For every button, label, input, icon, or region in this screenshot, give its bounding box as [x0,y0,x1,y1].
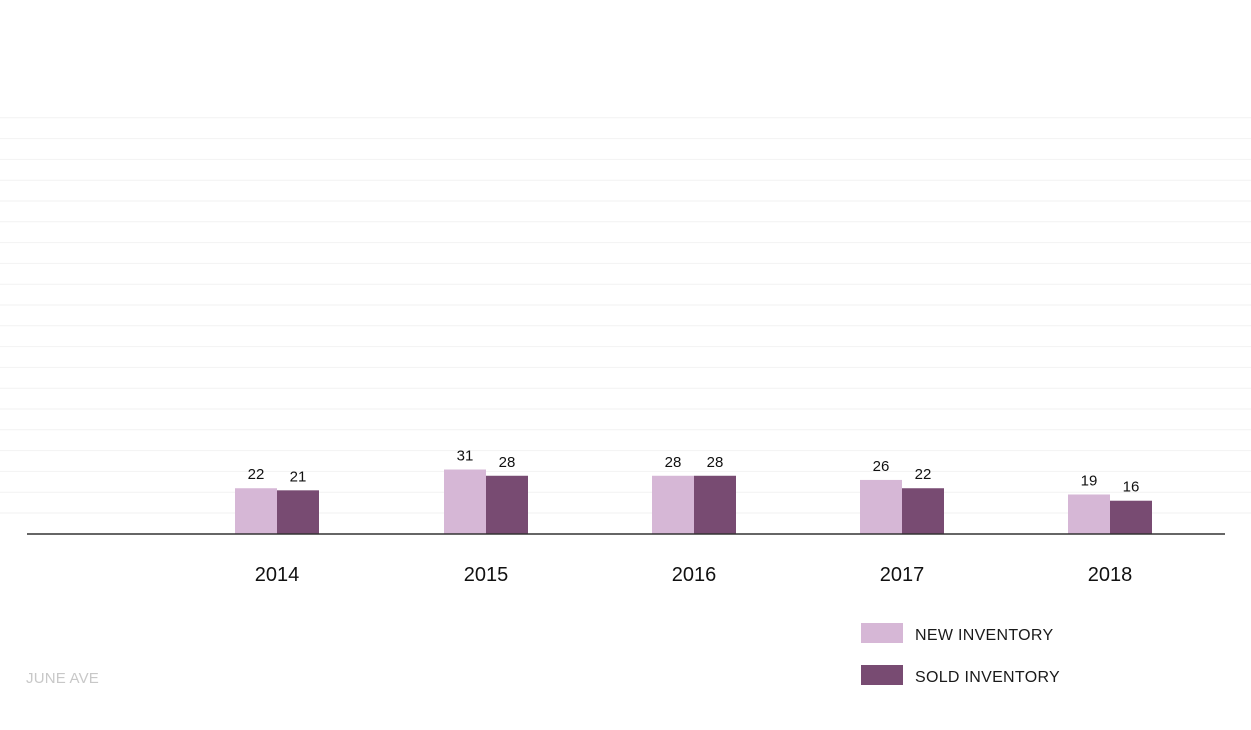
legend-swatch-sold [861,665,903,685]
bar-sold-2018 [1110,500,1152,534]
value-label-new-2015: 31 [457,448,474,465]
value-label-sold-2018: 16 [1123,479,1140,496]
x-tick-labels-group: 2014 2015 2016 2017 2018 [255,564,1133,586]
bars-group [235,469,1152,534]
legend: NEW INVENTORY SOLD INVENTORY [861,622,1060,706]
bar-new-2018 [1068,494,1110,534]
bar-new-2016 [652,475,694,534]
bar-new-2015 [444,469,486,534]
value-label-new-2017: 26 [873,458,890,475]
x-tick-label-2014: 2014 [255,564,300,586]
value-label-new-2018: 19 [1081,472,1098,489]
value-labels-group: 22 21 31 28 28 28 26 22 19 16 [248,448,1140,496]
bar-new-2014 [235,488,277,534]
legend-label-new: NEW INVENTORY [915,627,1054,644]
value-label-new-2014: 22 [248,466,265,483]
value-label-sold-2016: 28 [707,454,724,471]
value-label-sold-2017: 22 [915,466,932,483]
value-label-sold-2015: 28 [499,454,516,471]
x-tick-label-2018: 2018 [1088,564,1133,586]
value-label-new-2016: 28 [665,454,682,471]
bar-new-2017 [860,479,902,534]
watermark: JUNE AVE [26,670,100,687]
legend-item-sold: SOLD INVENTORY [861,664,1060,686]
legend-swatch-new [861,623,903,643]
gridlines [0,117,1251,514]
bar-sold-2016 [694,475,736,534]
x-tick-label-2017: 2017 [880,564,925,586]
x-tick-label-2016: 2016 [672,564,717,586]
bar-sold-2015 [486,475,528,534]
x-tick-label-2015: 2015 [464,564,509,586]
legend-item-new: NEW INVENTORY [861,622,1060,644]
legend-label-sold: SOLD INVENTORY [915,669,1060,686]
bar-sold-2017 [902,488,944,534]
bar-sold-2014 [277,490,319,534]
value-label-sold-2014: 21 [290,468,307,485]
